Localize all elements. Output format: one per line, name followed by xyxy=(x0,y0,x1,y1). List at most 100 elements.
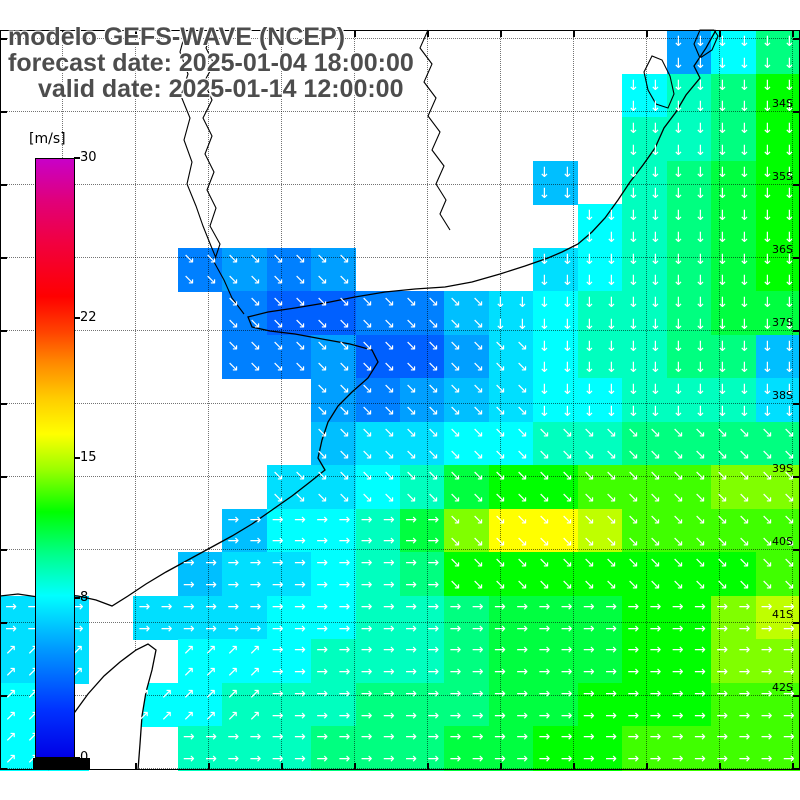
wind-arrow: → xyxy=(449,707,462,724)
wind-arrow: → xyxy=(760,751,773,768)
frame-tick xyxy=(0,695,7,697)
wind-arrow: → xyxy=(516,620,529,637)
wind-arrow: → xyxy=(494,751,506,768)
wind-arrow: → xyxy=(227,751,240,768)
wind-arrow: → xyxy=(360,620,373,637)
wind-arrow: → xyxy=(649,729,662,746)
wind-arrow: → xyxy=(649,642,662,659)
frame-tick xyxy=(500,763,502,770)
wind-arrow: → xyxy=(405,664,417,681)
wind-cell xyxy=(400,639,446,684)
wind-cell xyxy=(222,682,268,728)
colorbar-tick-mark xyxy=(74,157,80,159)
wind-arrow: → xyxy=(160,598,173,615)
wind-arrow: → xyxy=(294,620,306,637)
wind-arrow: → xyxy=(605,664,617,681)
wind-arrow: → xyxy=(338,685,351,702)
wind-arrow: → xyxy=(471,685,484,702)
wind-arrow: → xyxy=(516,642,529,659)
frame-tick xyxy=(0,184,7,186)
colorbar-unit-label: [m/s] xyxy=(29,131,66,147)
wind-cell xyxy=(711,334,757,379)
wind-arrow: → xyxy=(538,751,551,768)
wind-arrow: → xyxy=(738,751,751,768)
frame-tick xyxy=(0,622,7,624)
wind-cell xyxy=(488,682,534,728)
wind-arrow: → xyxy=(560,620,573,637)
wind-arrow: → xyxy=(516,685,529,702)
gridline-horizontal xyxy=(0,622,800,623)
frame-tick xyxy=(135,763,137,770)
wind-arrow: → xyxy=(760,642,773,659)
wind-arrow: → xyxy=(538,707,551,724)
wind-arrow: → xyxy=(538,598,551,615)
wind-arrow: → xyxy=(560,729,573,746)
frame-tick xyxy=(793,184,800,186)
wind-arrow: → xyxy=(205,729,217,746)
wind-cell xyxy=(711,421,757,466)
wind-arrow: → xyxy=(183,751,195,768)
wind-arrow: → xyxy=(560,664,573,681)
wind-arrow: → xyxy=(294,729,306,746)
latitude-label: 37S xyxy=(772,316,793,329)
wind-arrow: → xyxy=(716,642,729,659)
wind-arrow: → xyxy=(427,642,440,659)
wind-cell xyxy=(622,639,668,684)
wind-arrow: → xyxy=(605,751,617,768)
wind-arrow: → xyxy=(671,751,684,768)
wind-arrow: → xyxy=(271,664,284,681)
wind-arrow: → xyxy=(560,642,573,659)
wind-arrow: → xyxy=(405,707,417,724)
wind-arrow: → xyxy=(383,729,395,746)
wind-cell xyxy=(711,247,757,292)
wind-arrow: → xyxy=(271,729,284,746)
wind-arrow: → xyxy=(716,620,729,637)
wind-arrow: → xyxy=(183,729,195,746)
wind-arrow: → xyxy=(738,707,751,724)
wind-arrow: → xyxy=(649,707,662,724)
wind-arrow: → xyxy=(5,620,17,637)
wind-cell xyxy=(311,682,357,728)
wind-arrow: → xyxy=(649,664,662,681)
wind-arrow: → xyxy=(294,707,306,724)
frame-tick xyxy=(719,30,721,37)
wind-arrow: → xyxy=(227,598,240,615)
wind-cell xyxy=(666,726,712,771)
wind-cell xyxy=(711,160,757,205)
wind-arrow: → xyxy=(605,707,617,724)
wind-arrow: → xyxy=(783,751,795,768)
wind-arrow: → xyxy=(271,598,284,615)
wind-arrow: → xyxy=(338,642,351,659)
wind-arrow: → xyxy=(627,751,640,768)
wind-arrow: → xyxy=(627,642,640,659)
wind-cell xyxy=(711,73,757,118)
colorbar-tick-label: 30 xyxy=(80,150,97,165)
frame-tick xyxy=(646,763,648,770)
colorbar: [m/s] 30 22 15 8 0 xyxy=(29,131,97,770)
wind-arrow: → xyxy=(471,642,484,659)
frame-tick xyxy=(0,549,7,551)
title-block: modelo GEFS-WAVE (NCEP) forecast date: 2… xyxy=(8,24,414,102)
wind-arrow: → xyxy=(205,598,217,615)
wind-cell xyxy=(533,639,579,684)
wind-arrow: → xyxy=(316,620,329,637)
wind-arrow: → xyxy=(516,751,529,768)
wind-arrow: → xyxy=(583,642,595,659)
frame-tick xyxy=(792,30,794,37)
frame-tick xyxy=(792,763,794,770)
wind-arrow: → xyxy=(471,598,484,615)
wind-arrow: → xyxy=(738,685,751,702)
frame-tick xyxy=(793,257,800,259)
wind-cell xyxy=(400,726,446,771)
wind-arrow: → xyxy=(405,642,417,659)
wind-arrow: → xyxy=(471,620,484,637)
wind-arrow: → xyxy=(671,664,684,681)
wind-cell xyxy=(355,682,401,728)
wind-arrow: → xyxy=(605,729,617,746)
wind-cell xyxy=(488,726,534,771)
wind-arrow: → xyxy=(583,685,595,702)
frame-tick xyxy=(427,763,429,770)
wind-arrow: → xyxy=(471,664,484,681)
wind-arrow: → xyxy=(627,598,640,615)
wind-arrow: → xyxy=(138,598,151,615)
